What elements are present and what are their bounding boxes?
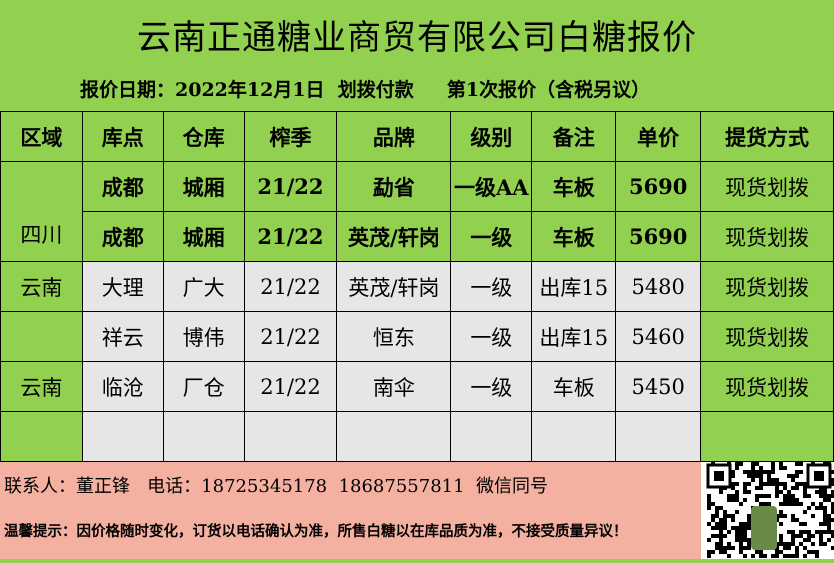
- table-row: 云南 大理 广大 21/22 英茂/轩岗 一级 出库15 5480 现货划拨: [0, 261, 834, 312]
- cell-depot: 成都: [81, 161, 164, 212]
- header-cell: 区域: [0, 111, 83, 162]
- cell-price: [615, 411, 702, 462]
- cell-depot: 成都: [81, 211, 164, 262]
- cell-season: 21/22: [243, 311, 338, 362]
- cell-note: [531, 411, 617, 462]
- cell-warehouse: 城厢: [162, 211, 245, 262]
- header-row: 区域 库点 仓库 榨季 品牌 级别 备注 单价 提货方式: [0, 111, 834, 162]
- cell-warehouse: 城厢: [162, 161, 245, 212]
- cell-region: 四川: [0, 161, 83, 262]
- cell-depot: 祥云: [81, 311, 164, 362]
- cell-grade: 一级: [450, 361, 533, 412]
- header-cell: 单价: [615, 111, 702, 162]
- cell-grade: 一级AA: [450, 161, 533, 212]
- cell-region: [0, 311, 83, 362]
- header-cell: 仓库: [162, 111, 245, 162]
- table-row: 云南 临沧 厂仓 21/22 南伞 一级 车板 5450 现货划拨: [0, 361, 834, 412]
- cell-note: 车板: [531, 211, 617, 262]
- cell-grade: 一级: [450, 261, 533, 312]
- cell-brand: [336, 411, 452, 462]
- cell-price: 5460: [615, 311, 702, 362]
- cell-grade: [450, 411, 533, 462]
- warm-tip: 温馨提示：因价格随时变化，订货以电话确认为准，所售白糖以在库品质为准，不接受质量…: [4, 523, 628, 540]
- cell-region: 云南: [0, 261, 83, 312]
- cell-delivery: 现货划拨: [700, 161, 834, 212]
- cell-depot: 大理: [81, 261, 164, 312]
- header-cell: 品牌: [336, 111, 452, 162]
- cell-delivery: 现货划拨: [700, 261, 834, 312]
- cell-grade: 一级: [450, 311, 533, 362]
- cell-price: 5480: [615, 261, 702, 312]
- cell-price: 5690: [615, 161, 702, 212]
- cell-warehouse: 广大: [162, 261, 245, 312]
- cell-note: 出库15: [531, 311, 617, 362]
- header-cell: 备注: [531, 111, 617, 162]
- header-cell: 榨季: [243, 111, 338, 162]
- cell-region: 云南: [0, 361, 83, 412]
- footer: 联系人：董正锋 电话：18725345178 18687557811 微信同号 …: [0, 462, 701, 559]
- header-cell: 级别: [450, 111, 533, 162]
- page-title: 云南正通糖业商贸有限公司白糖报价: [137, 18, 697, 58]
- header-cell: 库点: [81, 111, 164, 162]
- price-table: 区域 库点 仓库 榨季 品牌 级别 备注 单价 提货方式 四川 成都 城厢 21/22…: [0, 111, 834, 462]
- qr-code-icon: [701, 462, 834, 559]
- cell-warehouse: 厂仓: [162, 361, 245, 412]
- cell-delivery: 现货划拨: [700, 361, 834, 412]
- quote-subtitle: 报价日期：2022年12月1日 划拨付款 第1次报价（含税另议）: [80, 79, 651, 101]
- cell-season: 21/22: [243, 161, 338, 212]
- cell-price: 5450: [615, 361, 702, 412]
- table-row: 四川 成都 城厢 21/22 勐省 一级AA 车板 5690 现货划拨: [0, 161, 834, 262]
- cell-note: 出库15: [531, 261, 617, 312]
- table-row: [0, 411, 834, 462]
- cell-season: 21/22: [243, 361, 338, 412]
- cell-brand: 英茂/轩岗: [336, 261, 452, 312]
- cell-depot: [81, 411, 164, 462]
- cell-region: [0, 411, 83, 462]
- header-cell: 提货方式: [700, 111, 834, 162]
- cell-brand: 英茂/轩岗: [336, 211, 452, 262]
- cell-brand: 勐省: [336, 161, 452, 212]
- cell-warehouse: [162, 411, 245, 462]
- cell-season: 21/22: [243, 261, 338, 312]
- cell-grade: 一级: [450, 211, 533, 262]
- cell-delivery: 现货划拨: [700, 311, 834, 362]
- cell-note: 车板: [531, 161, 617, 212]
- cell-brand: 南伞: [336, 361, 452, 412]
- cell-delivery: 现货划拨: [700, 211, 834, 262]
- cell-depot: 临沧: [81, 361, 164, 412]
- cell-delivery: [700, 411, 834, 462]
- cell-price: 5690: [615, 211, 702, 262]
- table-row: 成都 城厢 21/22 英茂/轩岗 一级 车板 5690 现货划拨: [1, 211, 834, 262]
- table-row: 祥云 博伟 21/22 恒东 一级 出库15 5460 现货划拨: [0, 311, 834, 362]
- cell-brand: 恒东: [336, 311, 452, 362]
- cell-warehouse: 博伟: [162, 311, 245, 362]
- cell-season: [243, 411, 338, 462]
- contact-info: 联系人：董正锋 电话：18725345178 18687557811 微信同号: [4, 476, 548, 497]
- cell-note: 车板: [531, 361, 617, 412]
- cell-season: 21/22: [243, 211, 338, 262]
